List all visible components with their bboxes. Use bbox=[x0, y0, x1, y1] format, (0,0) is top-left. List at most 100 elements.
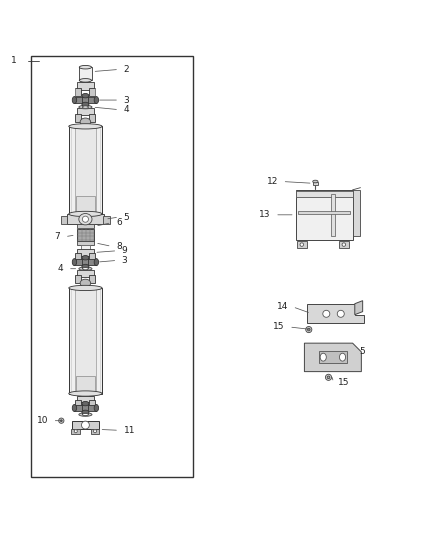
Text: 10: 10 bbox=[37, 416, 48, 425]
Bar bbox=[71, 429, 80, 434]
Bar bbox=[74, 405, 96, 411]
Ellipse shape bbox=[79, 66, 92, 69]
Bar bbox=[75, 253, 81, 260]
Bar bbox=[77, 224, 94, 229]
Ellipse shape bbox=[82, 93, 89, 98]
Ellipse shape bbox=[72, 405, 77, 411]
Bar bbox=[91, 429, 99, 434]
Ellipse shape bbox=[79, 78, 92, 82]
Bar bbox=[296, 191, 353, 197]
Ellipse shape bbox=[69, 211, 102, 216]
Bar bbox=[75, 114, 81, 122]
Text: 13: 13 bbox=[259, 211, 271, 219]
Ellipse shape bbox=[72, 96, 77, 103]
Bar bbox=[319, 351, 347, 364]
Text: 6: 6 bbox=[116, 218, 122, 227]
Ellipse shape bbox=[82, 216, 88, 222]
Text: 5: 5 bbox=[359, 348, 365, 357]
Text: 3: 3 bbox=[122, 256, 127, 265]
Bar bbox=[77, 249, 94, 255]
Ellipse shape bbox=[69, 285, 102, 290]
Bar bbox=[89, 253, 95, 260]
Bar bbox=[69, 126, 102, 214]
Bar bbox=[77, 395, 94, 402]
Ellipse shape bbox=[342, 243, 346, 246]
Bar bbox=[89, 114, 95, 122]
Bar bbox=[81, 245, 90, 251]
Bar bbox=[77, 82, 94, 91]
Ellipse shape bbox=[313, 180, 318, 183]
Polygon shape bbox=[355, 301, 363, 314]
Ellipse shape bbox=[79, 214, 92, 225]
Ellipse shape bbox=[60, 420, 62, 422]
Ellipse shape bbox=[69, 391, 102, 396]
Bar bbox=[313, 182, 318, 185]
Bar bbox=[298, 211, 350, 214]
Ellipse shape bbox=[82, 264, 89, 269]
Text: 2: 2 bbox=[124, 65, 129, 74]
Polygon shape bbox=[304, 343, 361, 372]
Ellipse shape bbox=[74, 430, 77, 433]
Bar bbox=[74, 126, 96, 214]
Bar bbox=[89, 400, 95, 407]
Bar bbox=[353, 190, 360, 236]
Ellipse shape bbox=[93, 430, 96, 433]
Ellipse shape bbox=[82, 410, 89, 415]
Ellipse shape bbox=[300, 243, 304, 246]
Bar bbox=[75, 275, 81, 282]
Text: 4: 4 bbox=[124, 105, 129, 114]
Text: 1: 1 bbox=[11, 56, 17, 65]
Ellipse shape bbox=[325, 374, 332, 381]
Bar bbox=[75, 88, 81, 96]
Ellipse shape bbox=[94, 96, 99, 103]
Ellipse shape bbox=[82, 401, 89, 406]
Ellipse shape bbox=[339, 353, 346, 361]
Bar bbox=[82, 95, 88, 105]
Ellipse shape bbox=[94, 405, 99, 411]
Text: 8: 8 bbox=[116, 242, 122, 251]
Ellipse shape bbox=[69, 124, 102, 129]
Ellipse shape bbox=[80, 118, 91, 126]
Bar bbox=[74, 97, 96, 103]
Bar bbox=[103, 216, 110, 224]
Bar bbox=[79, 67, 92, 80]
Bar bbox=[82, 257, 88, 267]
Bar bbox=[67, 214, 104, 224]
Bar bbox=[77, 229, 94, 241]
Bar bbox=[331, 194, 335, 236]
Ellipse shape bbox=[72, 259, 77, 265]
Ellipse shape bbox=[82, 255, 89, 260]
Ellipse shape bbox=[59, 418, 64, 423]
Ellipse shape bbox=[82, 106, 88, 108]
Bar bbox=[31, 56, 193, 477]
Bar bbox=[61, 216, 67, 224]
Ellipse shape bbox=[327, 376, 330, 378]
Text: 7: 7 bbox=[55, 232, 60, 241]
Ellipse shape bbox=[307, 328, 310, 331]
Text: 5: 5 bbox=[124, 213, 129, 222]
Bar bbox=[69, 288, 102, 393]
Ellipse shape bbox=[79, 413, 92, 416]
Bar bbox=[77, 108, 94, 115]
Bar bbox=[76, 376, 95, 393]
Polygon shape bbox=[307, 304, 364, 324]
Text: 12: 12 bbox=[267, 177, 278, 186]
Text: 9: 9 bbox=[122, 246, 127, 255]
Bar bbox=[89, 275, 95, 282]
Ellipse shape bbox=[82, 414, 88, 416]
Ellipse shape bbox=[82, 102, 89, 107]
Text: 4: 4 bbox=[58, 264, 64, 273]
Bar bbox=[77, 241, 94, 245]
Bar bbox=[72, 421, 99, 429]
Text: 14: 14 bbox=[277, 302, 288, 311]
Ellipse shape bbox=[80, 279, 91, 287]
Ellipse shape bbox=[81, 421, 89, 429]
Ellipse shape bbox=[79, 267, 92, 270]
Text: 15: 15 bbox=[273, 322, 285, 332]
Ellipse shape bbox=[94, 259, 99, 265]
Ellipse shape bbox=[337, 310, 344, 317]
Bar bbox=[76, 197, 95, 214]
Ellipse shape bbox=[79, 106, 92, 109]
Ellipse shape bbox=[320, 353, 326, 361]
Bar bbox=[82, 403, 88, 413]
